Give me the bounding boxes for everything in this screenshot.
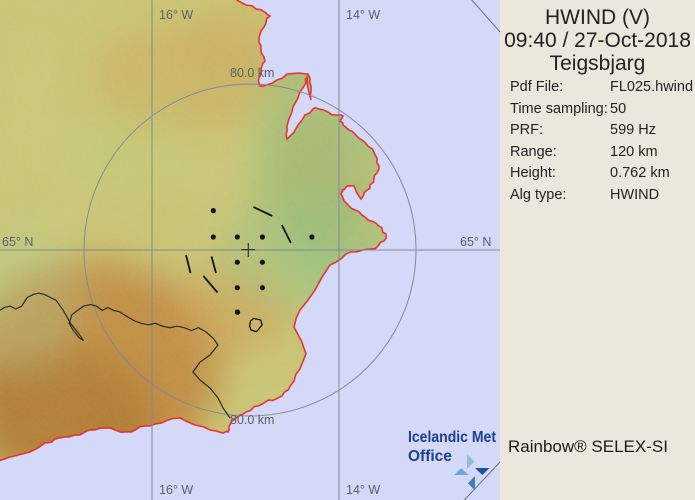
svg-text:14° W: 14° W (346, 8, 380, 22)
svg-text:Icelandic Met: Icelandic Met (408, 429, 496, 446)
svg-text:16° W: 16° W (159, 483, 193, 497)
svg-text:Office: Office (408, 448, 452, 465)
svg-text:65° N: 65° N (460, 235, 491, 249)
svg-text:65° N: 65° N (2, 235, 33, 249)
svg-text:80.0 km: 80.0 km (230, 413, 274, 427)
svg-text:80.0 km: 80.0 km (230, 66, 274, 80)
svg-text:16° W: 16° W (159, 8, 193, 22)
svg-text:14° W: 14° W (346, 483, 380, 497)
